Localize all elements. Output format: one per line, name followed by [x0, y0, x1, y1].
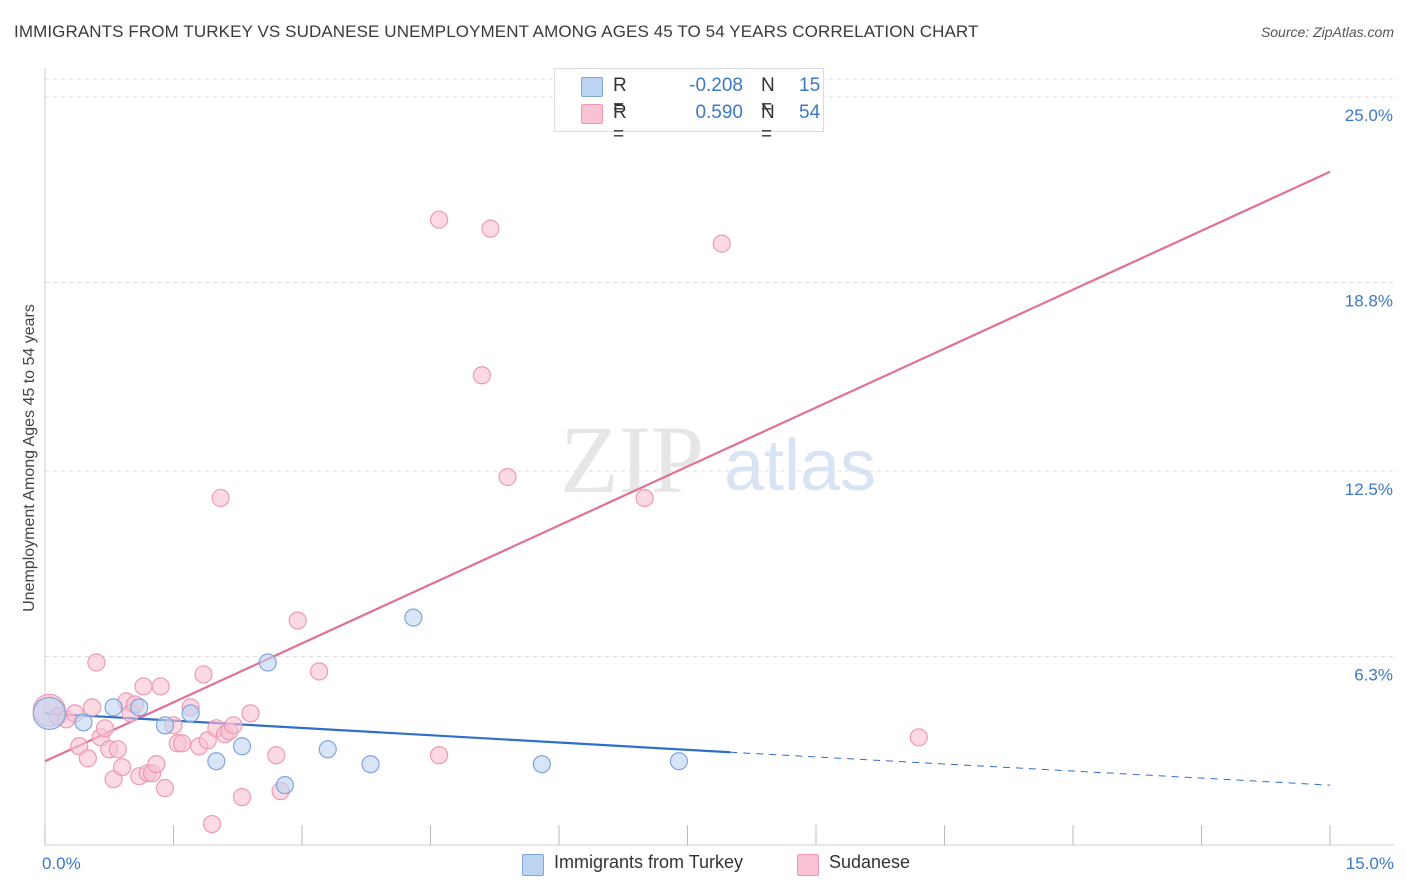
legend-n-value: 54	[799, 102, 821, 123]
point-turkey-7	[232, 737, 252, 756]
point-sudanese-45	[472, 366, 491, 385]
point-sudanese-44	[429, 210, 449, 229]
point-sudanese-6	[83, 698, 102, 717]
correlation-legend: R = -0.208 N = 15 R = 0.590 N = 54	[554, 68, 824, 145]
bottom-legend-swatch-sudanese	[797, 854, 819, 876]
point-sudanese-46	[481, 219, 500, 238]
legend-r-value: -0.208	[689, 75, 743, 96]
point-sudanese-22	[151, 677, 170, 696]
x-tick-label-0: 0.0%	[42, 854, 81, 873]
bottom-legend-swatch-turkey	[522, 854, 544, 876]
point-sudanese-41	[288, 611, 307, 630]
data-points	[32, 210, 928, 834]
point-turkey-2	[104, 698, 123, 717]
point-turkey-9	[275, 776, 294, 795]
point-sudanese-38	[241, 704, 260, 723]
source-credit: Source: ZipAtlas.com	[1260, 24, 1394, 40]
gridlines	[45, 78, 1394, 658]
point-sudanese-18	[134, 677, 153, 696]
trend-line-turkey	[44, 712, 731, 754]
y-axis-label: Unemployment Among Ages 45 to 54 years	[21, 304, 38, 612]
point-sudanese-50	[909, 728, 928, 747]
point-sudanese-21	[147, 755, 166, 774]
chart-title: IMMIGRANTS FROM TURKEY VS SUDANESE UNEMP…	[14, 22, 979, 41]
point-sudanese-31	[202, 814, 222, 834]
tick-labels: 6.3% 12.5% 18.8% 25.0% 0.0% 15.0%	[42, 106, 1394, 873]
point-sudanese-48	[635, 488, 654, 508]
point-sudanese-23	[155, 779, 175, 798]
point-sudanese-43	[429, 746, 449, 765]
point-sudanese-26	[172, 734, 192, 753]
point-sudanese-5	[78, 749, 97, 768]
point-turkey-8	[258, 653, 277, 672]
legend-n-label: N =	[761, 75, 775, 118]
legend-r-label: R =	[613, 102, 627, 145]
point-sudanese-42	[310, 662, 329, 681]
legend-n-label: N =	[761, 102, 775, 145]
point-turkey-0	[32, 696, 66, 730]
point-sudanese-39	[267, 746, 286, 765]
y-tick-label-0: 6.3%	[1354, 666, 1393, 685]
legend-n-value: 15	[799, 75, 821, 96]
point-turkey-11	[361, 755, 380, 774]
point-turkey-5	[181, 704, 200, 723]
x-tick-label-1: 15.0%	[1346, 854, 1394, 873]
point-sudanese-29	[194, 665, 213, 684]
point-sudanese-49	[712, 234, 731, 253]
point-turkey-10	[318, 740, 337, 759]
point-sudanese-12	[108, 740, 127, 759]
point-sudanese-47	[498, 467, 517, 487]
bottom-legend-label-turkey: Immigrants from Turkey	[554, 852, 744, 872]
y-tick-label-2: 18.8%	[1345, 292, 1393, 311]
watermark-zip: ZIP	[560, 406, 704, 513]
point-sudanese-36	[224, 716, 243, 735]
y-tick-label-3: 25.0%	[1345, 106, 1393, 125]
point-sudanese-13	[112, 758, 132, 777]
legend-r-label: R =	[613, 75, 627, 118]
y-tick-label-1: 12.5%	[1345, 480, 1393, 499]
point-turkey-13	[532, 755, 551, 774]
point-turkey-1	[74, 713, 93, 732]
point-turkey-12	[404, 608, 423, 627]
point-sudanese-37	[232, 788, 252, 807]
point-turkey-6	[207, 752, 226, 771]
watermark-atlas: atlas	[724, 426, 876, 506]
point-sudanese-9	[95, 719, 115, 738]
trend-line-turkey-extension	[730, 751, 1331, 786]
point-turkey-14	[669, 752, 689, 771]
point-turkey-3	[130, 698, 149, 717]
legend-r-value: 0.590	[695, 102, 743, 123]
point-turkey-4	[155, 716, 175, 735]
point-sudanese-7	[87, 653, 106, 672]
legend-swatch-turkey	[581, 77, 603, 97]
point-sudanese-33	[211, 488, 230, 508]
watermark: ZIP atlas	[560, 406, 876, 513]
axes	[44, 68, 1394, 846]
legend-swatch-sudanese	[581, 104, 603, 124]
trend-line-sudanese	[44, 170, 1331, 763]
bottom-legend-label-sudanese: Sudanese	[829, 852, 911, 872]
